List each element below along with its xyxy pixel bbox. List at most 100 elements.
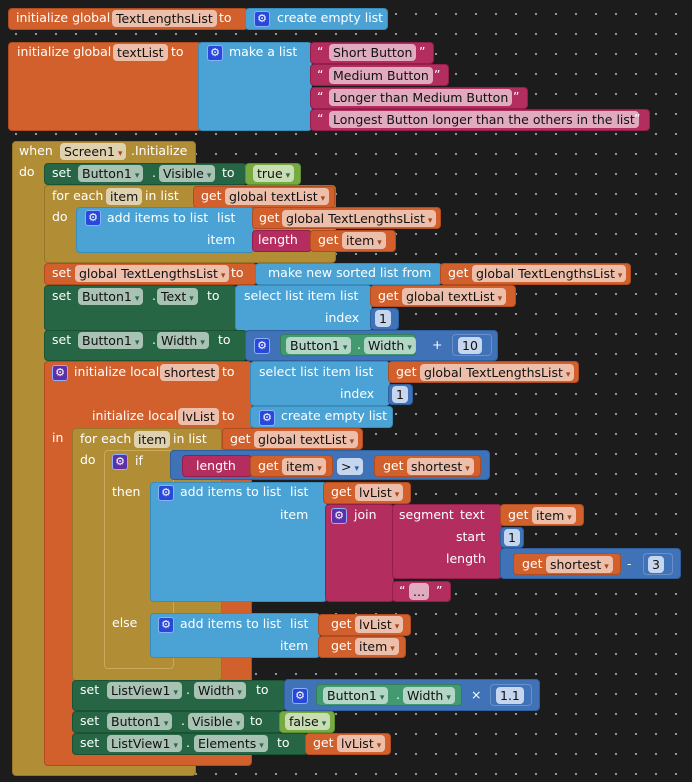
local-var-field[interactable]: shortest <box>160 364 220 381</box>
component-dropdown[interactable]: ListView1 ▾ <box>107 682 182 699</box>
length-param-label: length <box>446 551 486 566</box>
component-dropdown[interactable]: Button1 ▾ <box>78 165 144 182</box>
var-dropdown[interactable]: global textList ▾ <box>254 431 359 448</box>
var-name-field[interactable]: TextLengthsList <box>112 10 217 27</box>
plus-operator: + <box>432 337 443 352</box>
gear-icon[interactable]: ⚙ <box>254 338 270 354</box>
property-dropdown[interactable]: Width ▾ <box>364 337 416 354</box>
quote: “ <box>317 89 324 104</box>
init-global-textlist-block[interactable] <box>8 42 202 131</box>
get-label: get <box>259 210 280 225</box>
gear-icon[interactable]: ⚙ <box>158 617 174 633</box>
var-dropdown[interactable]: global textList ▾ <box>402 288 507 305</box>
gear-icon[interactable]: ⚙ <box>112 454 128 470</box>
property-dropdown[interactable]: Width ▾ <box>403 687 455 704</box>
set-button-width-block[interactable] <box>44 330 247 361</box>
var-dropdown[interactable]: global TextLengthsList ▾ <box>420 364 575 381</box>
select-list-item-block[interactable] <box>250 361 390 406</box>
get-label: get <box>508 507 529 522</box>
loop-var-field[interactable]: item <box>106 188 143 205</box>
var-dropdown[interactable]: item ▾ <box>342 232 386 249</box>
add-items-block[interactable] <box>150 482 327 602</box>
property-dropdown[interactable]: Visible ▾ <box>188 713 245 730</box>
property-dropdown[interactable]: Visible ▾ <box>159 165 216 182</box>
number-field[interactable]: 1 <box>392 386 408 403</box>
select-list-item-block[interactable] <box>235 285 372 331</box>
set-label: set <box>52 288 72 303</box>
set-button-visible-block[interactable] <box>44 163 247 185</box>
local-var-field[interactable]: lvList <box>178 408 219 425</box>
gear-icon[interactable]: ⚙ <box>52 365 68 381</box>
gear-icon[interactable]: ⚙ <box>85 210 101 226</box>
component-dropdown[interactable]: Button1 ▾ <box>107 713 173 730</box>
quote: ” <box>436 583 443 598</box>
set-label: set <box>52 165 72 180</box>
number-field[interactable]: 10 <box>458 337 482 354</box>
component-dropdown[interactable]: Button1 ▾ <box>286 337 352 354</box>
string-value[interactable]: Longer than Medium Button <box>329 89 513 106</box>
get-label: get <box>230 431 251 446</box>
var-dropdown[interactable]: item ▾ <box>532 507 576 524</box>
dot: . <box>152 288 156 303</box>
get-label: get <box>331 484 352 499</box>
dot: . <box>396 687 400 702</box>
to-label: to <box>250 713 263 728</box>
boolean-dropdown[interactable]: true ▾ <box>253 165 295 182</box>
gear-icon[interactable]: ⚙ <box>254 11 270 27</box>
number-field[interactable]: 1 <box>375 310 391 327</box>
var-dropdown[interactable]: item ▾ <box>282 458 326 475</box>
property-dropdown[interactable]: Width ▾ <box>194 682 246 699</box>
make-a-list-block[interactable] <box>198 42 312 131</box>
get-label: get <box>378 288 399 303</box>
make-sorted-label: make new sorted list from <box>268 265 432 280</box>
set-label: set <box>80 713 100 728</box>
add-items-block[interactable] <box>150 613 320 658</box>
loop-var-field[interactable]: item <box>134 431 171 448</box>
gear-icon[interactable]: ⚙ <box>259 410 275 426</box>
gear-icon[interactable]: ⚙ <box>292 688 308 704</box>
var-dropdown[interactable]: global textList ▾ <box>225 188 330 205</box>
string-value[interactable]: ... <box>409 583 429 600</box>
add-items-label: add items to list <box>180 484 282 499</box>
component-dropdown[interactable]: Button1 ▾ <box>78 332 144 349</box>
gear-icon[interactable]: ⚙ <box>331 508 347 524</box>
number-field[interactable]: 3 <box>648 556 664 573</box>
var-dropdown[interactable]: item ▾ <box>355 638 399 655</box>
operator-dropdown[interactable]: > ▾ <box>337 458 364 475</box>
make-a-list-label: make a list <box>229 44 298 59</box>
list-label: list <box>340 288 359 303</box>
property-dropdown[interactable]: Width ▾ <box>157 332 209 349</box>
gear-icon[interactable]: ⚙ <box>207 45 223 61</box>
var-dropdown[interactable]: lvList ▾ <box>355 616 404 633</box>
string-value[interactable]: Medium Button <box>329 67 433 84</box>
property-dropdown[interactable]: Text ▾ <box>157 288 198 305</box>
var-dropdown[interactable]: global TextLengthsList ▾ <box>472 265 627 282</box>
gear-icon[interactable]: ⚙ <box>158 485 174 501</box>
item-label: item <box>207 232 236 247</box>
property-dropdown[interactable]: Elements ▾ <box>194 735 268 752</box>
component-dropdown[interactable]: ListView1 ▾ <box>107 735 182 752</box>
component-dropdown[interactable]: Button1 ▾ <box>78 288 144 305</box>
component-dropdown[interactable]: Screen1 ▾ <box>60 143 127 160</box>
segment-label: segment <box>399 507 454 522</box>
list-label: list <box>290 484 309 499</box>
number-field[interactable]: 1.1 <box>496 687 524 704</box>
string-value[interactable]: Short Button <box>329 44 417 61</box>
var-dropdown[interactable]: lvList ▾ <box>355 484 404 501</box>
quote: “ <box>399 583 406 598</box>
component-dropdown[interactable]: Button1 ▾ <box>323 687 389 704</box>
boolean-dropdown[interactable]: false ▾ <box>285 713 331 730</box>
list-label: list <box>290 616 309 631</box>
var-dropdown[interactable]: lvList ▾ <box>337 735 386 752</box>
select-label: select list item <box>259 364 351 379</box>
var-dropdown[interactable]: global TextLengthsList ▾ <box>75 265 230 282</box>
number-field[interactable]: 1 <box>504 529 520 546</box>
string-value[interactable]: Longest Button longer than the others in… <box>329 111 639 128</box>
var-dropdown[interactable]: shortest ▾ <box>407 458 474 475</box>
create-empty-list-block[interactable] <box>245 8 388 30</box>
var-name-field[interactable]: textList <box>113 44 168 61</box>
get-label: get <box>318 232 339 247</box>
create-empty-list-block[interactable] <box>250 406 393 428</box>
var-dropdown[interactable]: global TextLengthsList ▾ <box>282 210 437 227</box>
var-dropdown[interactable]: shortest ▾ <box>546 556 613 573</box>
